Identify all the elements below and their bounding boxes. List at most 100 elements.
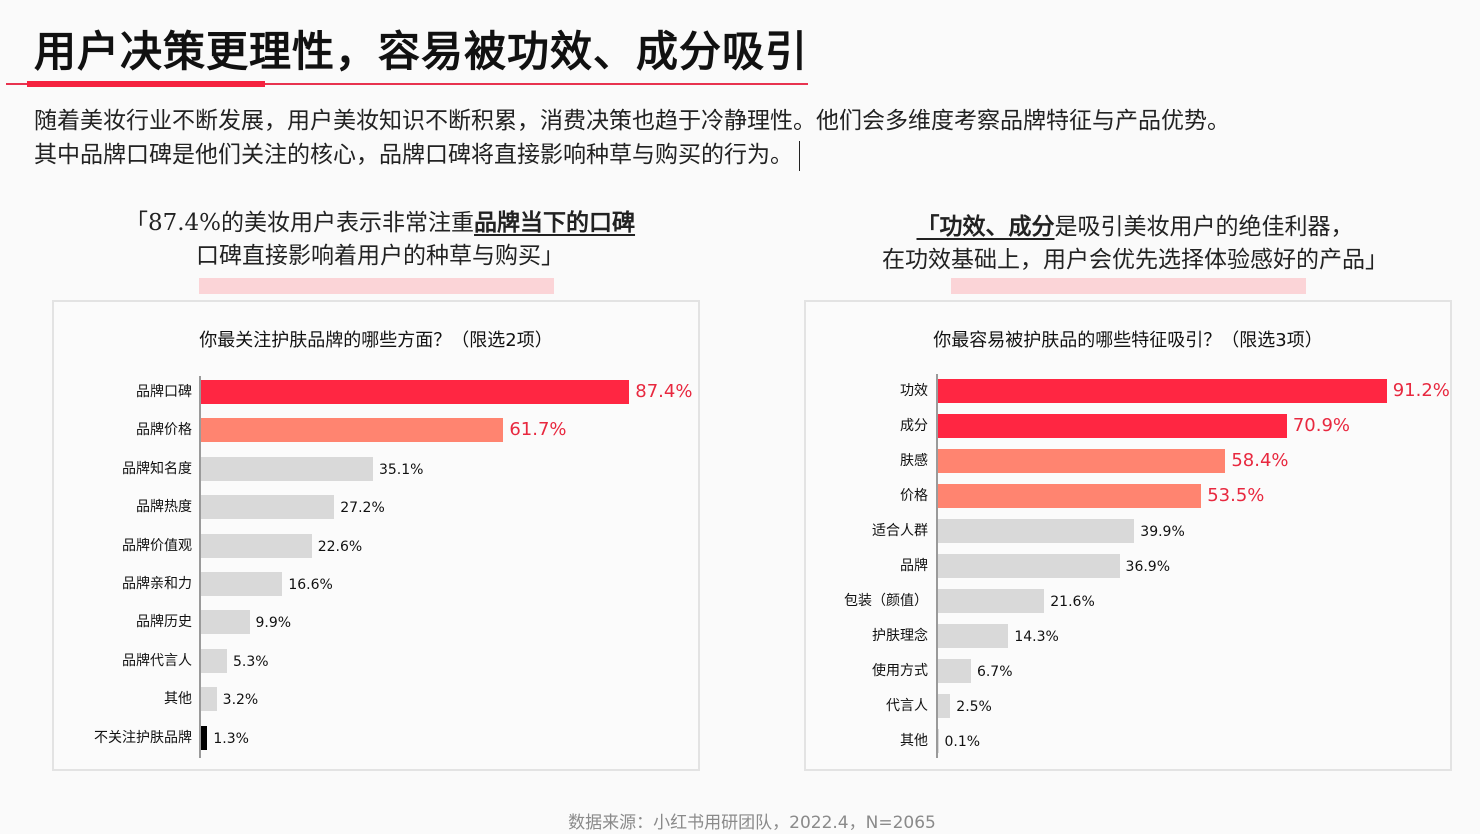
bar-category-label: 品牌口碑 [136,384,192,400]
bar-row: 其他 3.2% [54,687,698,712]
bar-value-label: 61.7% [509,419,567,441]
quote-left-plain: 「87.4%的美妆用户表示非常注重 [124,210,475,236]
bar-category-label: 品牌历史 [136,614,192,631]
bar-row: 品牌代言人 5.3% [54,648,698,673]
bar-row: 护肤理念 14.3% [806,624,1450,648]
bar-category-label: 护肤理念 [872,628,928,644]
intro-line-2-text: 其中品牌口碑是他们关注的核心，品牌口碑将直接影响种草与购买的行为。 [34,142,793,168]
bar-value-label: 6.7% [976,664,1013,680]
intro-paragraph: 随着美妆行业不断发展，用户美妆知识不断积累，消费决策也趋于冷静理性。他们会多维度… [34,104,1454,172]
text-cursor [799,141,800,171]
bar-row: 包装（颜值） 21.6% [806,589,1450,613]
bar [201,610,250,635]
bar [201,725,208,750]
bar-row: 其他 0.1% [806,729,1450,753]
bar [938,379,1387,403]
bar-category-label: 肤感 [900,453,928,469]
bar-row: 品牌价值观 22.6% [54,533,698,558]
bar-value-label: 91.2% [1392,380,1450,401]
quote-right-line-2: 在功效基础上，用户会优先选择体验感好的产品」 [882,247,1388,273]
bar-row: 品牌热度 27.2% [54,495,698,520]
bar-row: 适合人群 39.9% [806,519,1450,543]
bar [938,519,1135,543]
bar [201,572,283,596]
bar-value-label: 0.1% [944,734,981,750]
chart-title: 你最容易被护肤品的哪些特征吸引？（限选3项） [933,330,1323,351]
quote-right-line-1: 「功效、成分是吸引美妆用户的绝佳利器， [810,210,1460,244]
bar-row: 代言人 2.5% [806,694,1450,718]
bar-category-label: 品牌价值观 [122,537,192,554]
title-underline-accent [27,81,265,87]
chart-panel-product-features: 你最容易被护肤品的哪些特征吸引？（限选3项） 功效 91.2% 成分 70.9% 肤感 5… [804,300,1452,771]
bar-row: 品牌知名度 35.1% [54,456,698,481]
bar-category-label: 价格 [900,488,928,504]
bar-category-label: 品牌 [900,558,928,574]
bar-row: 品牌价格 61.7% [54,418,698,443]
bar-value-label: 22.6% [317,538,363,555]
chart-panel-brand-aspects: 你最关注护肤品牌的哪些方面？（限选2项） 品牌口碑 87.4% 品牌价格 61.7% 品… [52,300,700,771]
bar [201,495,335,520]
bar-value-label: 87.4% [635,381,693,402]
quote-right-emphasis: 「功效、成分 [916,213,1055,240]
bar-row: 使用方式 6.7% [806,659,1450,683]
bar-value-label: 1.3% [213,730,249,747]
bar-row: 成分 70.9% [806,414,1450,438]
bar [938,729,939,753]
bar-value-label: 9.9% [255,615,292,632]
bar-category-label: 品牌亲和力 [122,576,192,592]
bar-value-label: 53.5% [1207,485,1265,506]
quote-left-line-1: 「87.4%的美妆用户表示非常注重品牌当下的口碑 [60,206,700,240]
chart-title: 你最关注护肤品牌的哪些方面？（限选2项） [199,330,553,351]
quote-right-plain: 是吸引美妆用户的绝佳利器， [1054,214,1354,240]
bar-row: 品牌历史 9.9% [54,610,698,635]
bar-category-label: 代言人 [886,698,928,714]
bar-row: 肤感 58.4% [806,449,1450,473]
bar-category-label: 其他 [164,691,192,708]
quote-left-line-2: 口碑直接影响着用户的种草与购买」 [196,243,564,269]
bar-value-label: 27.2% [340,500,385,517]
y-axis [936,374,938,758]
bar-value-label: 2.5% [956,699,992,715]
bar-row: 品牌 36.9% [806,554,1450,578]
bar-value-label: 58.4% [1231,450,1289,471]
bar-row: 功效 91.2% [806,379,1450,403]
intro-line-2: 其中品牌口碑是他们关注的核心，品牌口碑将直接影响种草与购买的行为。 [34,138,1454,172]
bar-category-label: 不关注护肤品牌 [94,729,192,746]
bar-category-label: 品牌代言人 [122,652,192,669]
bar [938,694,951,718]
bar-value-label: 16.6% [288,577,333,593]
bar [201,648,227,673]
intro-line-1: 随着美妆行业不断发展，用户美妆知识不断积累，消费决策也趋于冷静理性。他们会多维度… [34,108,1230,134]
bar-value-label: 36.9% [1125,559,1171,575]
bar-category-label: 品牌知名度 [122,460,192,477]
bar-row: 不关注护肤品牌 1.3% [54,725,698,750]
bar [201,687,217,712]
bar [938,449,1226,473]
bar-category-label: 品牌热度 [136,499,192,516]
bar-value-label: 21.6% [1050,594,1095,610]
bar [201,380,630,404]
bar [938,484,1202,508]
bar-value-label: 39.9% [1140,524,1185,540]
bar-category-label: 其他 [900,733,928,749]
bar [201,418,504,443]
quote-left-emphasis: 品牌当下的口碑 [474,209,636,236]
bar-category-label: 成分 [900,418,928,434]
bar-value-label: 35.1% [378,461,424,478]
bar [201,456,373,481]
data-source-note: 数据来源：小红书用研团队，2022.4，N=2065 [568,813,936,833]
quote-right: 「功效、成分是吸引美妆用户的绝佳利器， 在功效基础上，用户会优先选择体验感好的产… [810,210,1460,277]
quote-right-highlight-bar [951,278,1306,294]
bar-category-label: 使用方式 [872,663,928,679]
bar-value-label: 3.2% [222,692,259,709]
bar-category-label: 适合人群 [872,523,928,539]
bar [938,624,1009,648]
quote-left-highlight-bar [199,278,554,294]
bar [201,533,312,558]
bar-row: 品牌亲和力 16.6% [54,572,698,596]
bar [938,659,971,683]
bar-category-label: 功效 [900,383,928,399]
bar [938,414,1287,438]
quote-left: 「87.4%的美妆用户表示非常注重品牌当下的口碑 口碑直接影响着用户的种草与购买… [60,206,700,273]
bar [938,554,1120,578]
